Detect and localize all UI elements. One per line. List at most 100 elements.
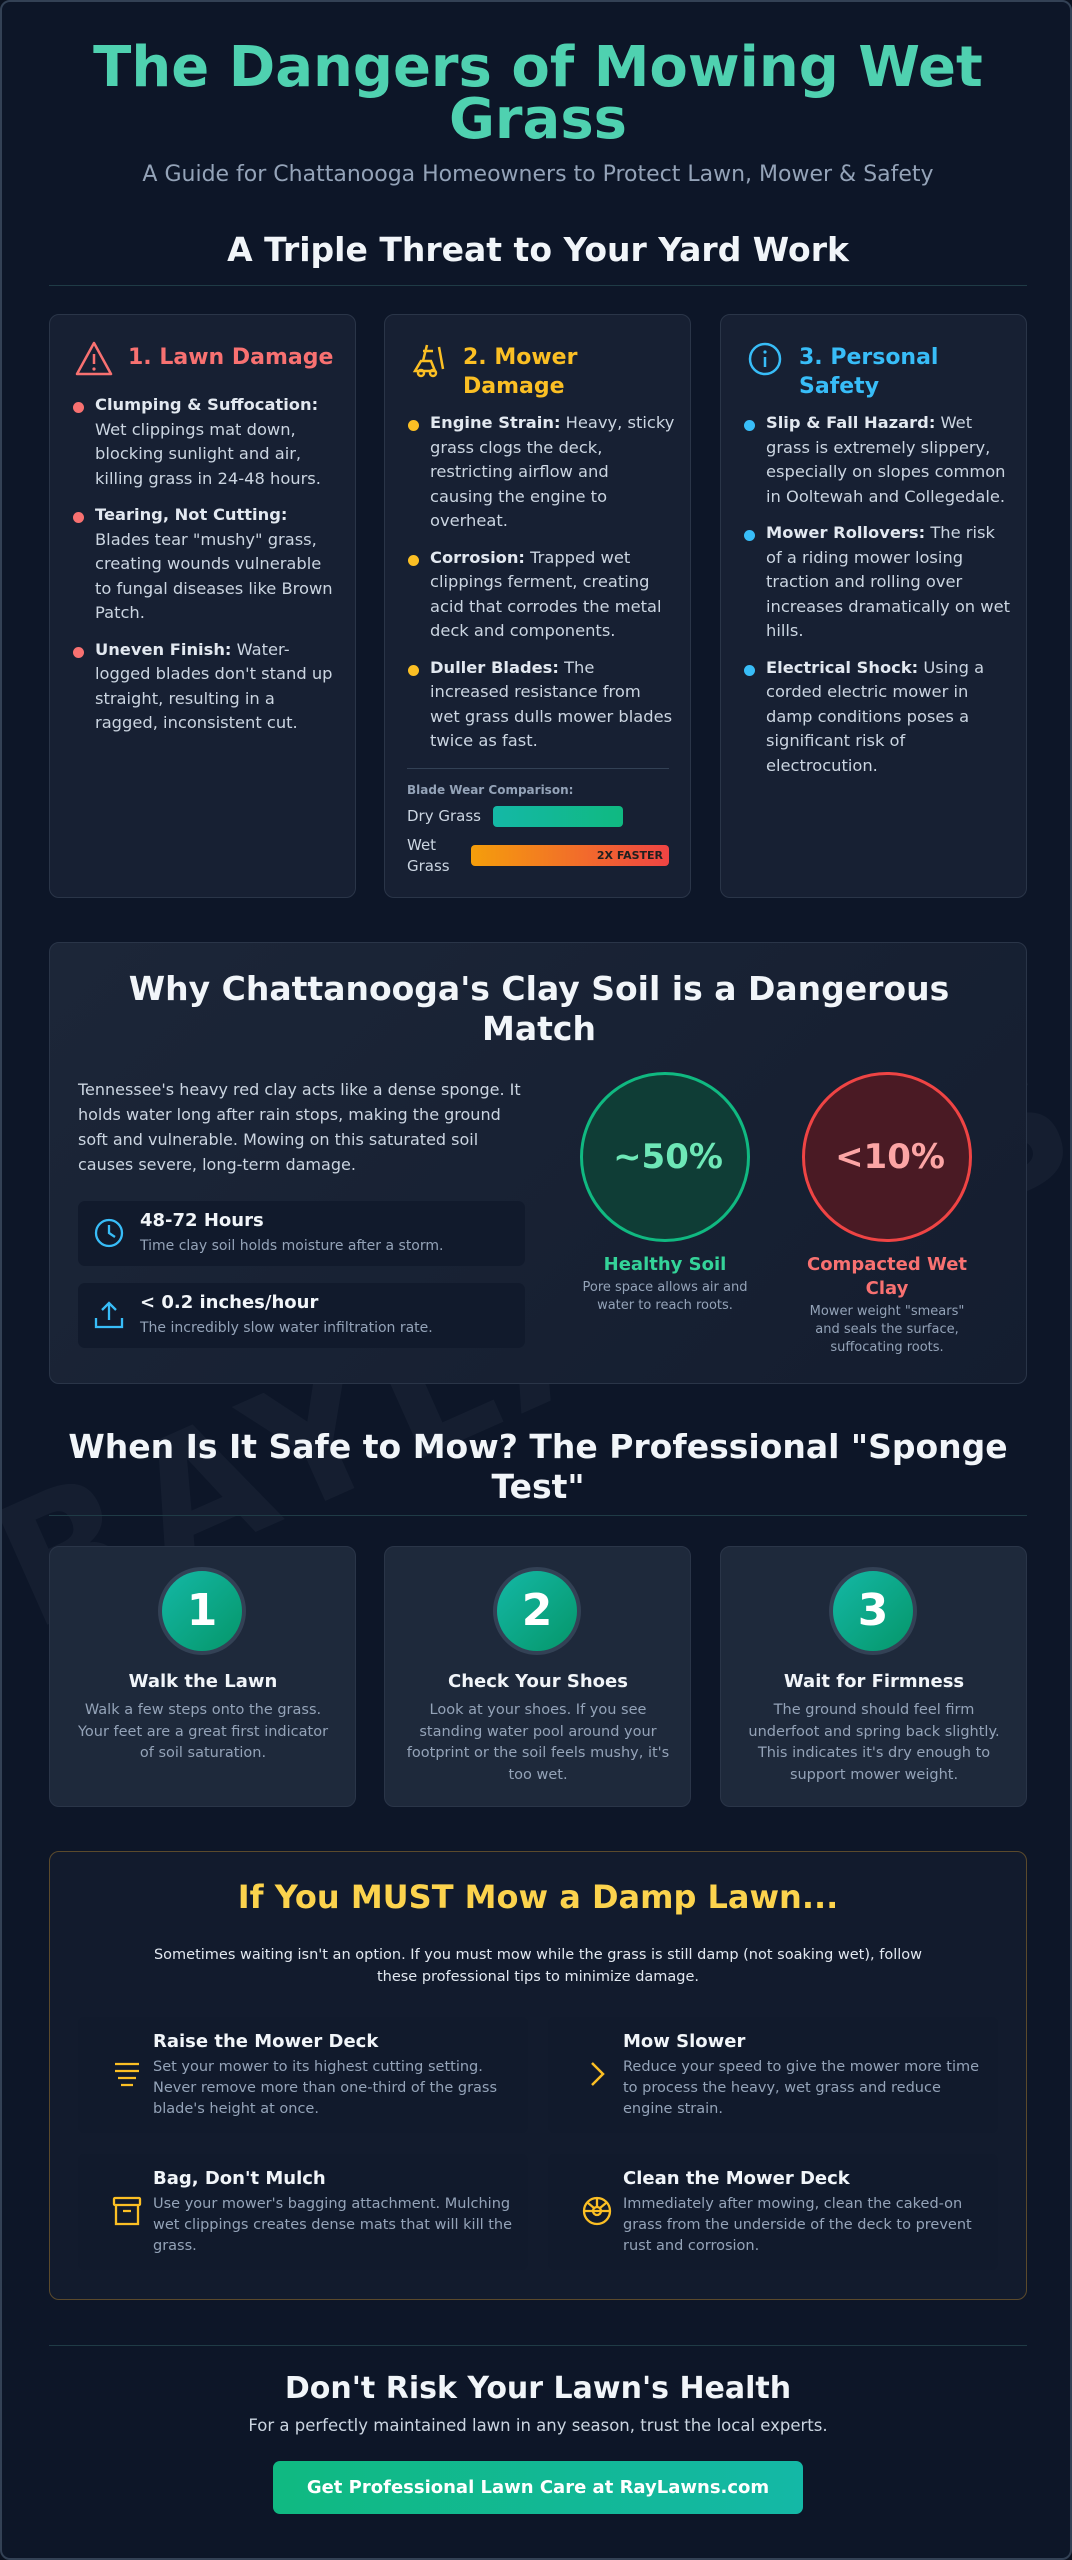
fact-title: < 0.2 inches/hour bbox=[140, 1292, 319, 1313]
item-text: Water-logged blades don't stand up strai… bbox=[95, 639, 333, 733]
fact-box: 48-72 Hours Time clay soil holds moisture… bbox=[78, 1201, 525, 1266]
list-item: Corrosion: Trapped wet clippings ferment… bbox=[408, 546, 675, 644]
threat-card: 1. Lawn Damage Clumping & Suffocation: We… bbox=[49, 314, 356, 898]
fact-icon-svg bbox=[94, 1301, 124, 1329]
card-title: 3. Personal Safety bbox=[799, 345, 939, 399]
tip-title: Clean the Mower Deck bbox=[623, 2168, 850, 2189]
section-heading: When Is It Safe to Mow? The Professional… bbox=[68, 1427, 1008, 1506]
item-text: Using a corded electric mower in damp co… bbox=[766, 657, 985, 775]
wet-label: Wet Grass bbox=[407, 836, 450, 875]
item-text: Wet grass is extremely slippery, especia… bbox=[766, 413, 1006, 506]
step-number: 1 bbox=[158, 1567, 246, 1655]
list-item: Engine Strain: Heavy, sticky grass clogs… bbox=[408, 411, 675, 534]
divider bbox=[49, 1515, 1027, 1516]
damp-heading: If You MUST Mow a Damp Lawn... bbox=[237, 1878, 839, 1916]
tip-text: Use your mower's bagging attachment. Mul… bbox=[153, 2196, 513, 2254]
item-list: Clumping & Suffocation: Wet clippings ma… bbox=[73, 393, 340, 748]
soil-section: Why Chattanooga's Clay Soil is a Dangero… bbox=[49, 942, 1027, 1384]
tip-text: Set your mower to its highest cutting se… bbox=[153, 2059, 498, 2117]
bullet bbox=[744, 420, 755, 431]
bullet bbox=[408, 554, 419, 566]
fact-icon bbox=[92, 1216, 126, 1254]
threat-card: 3. Personal Safety Slip & Fall Hazard: We… bbox=[720, 314, 1027, 898]
item-list: Engine Strain: Heavy, sticky grass clogs… bbox=[408, 411, 675, 766]
item-label: Mower Rollovers: bbox=[766, 523, 926, 542]
divider bbox=[49, 2345, 1027, 2346]
dry-label: Dry Grass bbox=[407, 807, 481, 825]
list-item: Electrical Shock: Using a corded electri… bbox=[744, 656, 1011, 779]
step-text: Walk a few steps onto the grass. Your fe… bbox=[77, 1702, 329, 1761]
fact-text: Time clay soil holds moisture after a st… bbox=[140, 1238, 444, 1254]
item-text: The risk of a riding mower losing tracti… bbox=[766, 523, 1010, 640]
tip-text: Reduce your speed to give the mower more… bbox=[623, 2059, 980, 2117]
tip-icon-svg bbox=[112, 2196, 142, 2226]
step-number: 2 bbox=[493, 1567, 581, 1655]
wet-bar: 2X FASTER bbox=[471, 845, 669, 866]
item-list: Slip & Fall Hazard: Wet grass is extreme… bbox=[744, 411, 1011, 790]
soil-circle: ~50% bbox=[580, 1072, 750, 1242]
item-label: Corrosion: bbox=[430, 547, 525, 567]
item-text: Heavy, sticky grass clogs the deck, rest… bbox=[430, 413, 675, 530]
footer-heading: Don't Risk Your Lawn's Health bbox=[284, 2371, 792, 2406]
section-heading: A Triple Threat to Your Yard Work bbox=[227, 230, 849, 269]
tip-icon-svg bbox=[582, 2196, 612, 2226]
tip-title: Bag, Don't Mulch bbox=[153, 2168, 326, 2189]
card-icon-svg bbox=[75, 341, 113, 376]
dry-bar bbox=[493, 806, 623, 827]
item-text: Trapped wet clippings ferment, creating … bbox=[430, 547, 662, 641]
soil-heading: Why Chattanooga's Clay Soil is a Dangero… bbox=[128, 969, 950, 1048]
tip-icon-svg bbox=[591, 2062, 605, 2086]
step-card: 1 Walk the Lawn Walk a few steps onto the … bbox=[49, 1546, 356, 1807]
wet-badge: 2X FASTER bbox=[596, 849, 663, 862]
card-icon bbox=[74, 339, 114, 383]
fact-box: < 0.2 inches/hour The incredibly slow wat… bbox=[78, 1283, 525, 1348]
soil-circle: <10% bbox=[802, 1072, 972, 1242]
step-card: 2 Check Your Shoes Look at your shoes. If … bbox=[384, 1546, 691, 1807]
damp-intro: Sometimes waiting isn't an option. If yo… bbox=[153, 1947, 923, 1985]
item-text: Blades tear "mushy" grass, creating woun… bbox=[95, 529, 333, 623]
blade-heading: Blade Wear Comparison: bbox=[407, 783, 574, 797]
circle-label: Healthy Soil bbox=[603, 1254, 727, 1275]
fact-title: 48-72 Hours bbox=[140, 1210, 264, 1231]
bullet bbox=[744, 664, 755, 676]
threat-card: 2. Mower Damage Engine Strain: Heavy, sti… bbox=[384, 314, 691, 898]
step-title: Check Your Shoes bbox=[448, 1671, 628, 1692]
fact-icon-svg bbox=[94, 1218, 124, 1248]
circle-value: ~50% bbox=[613, 1137, 723, 1177]
card-icon bbox=[409, 339, 449, 383]
list-item: Slip & Fall Hazard: Wet grass is extreme… bbox=[744, 411, 1011, 509]
item-label: Tearing, Not Cutting: bbox=[95, 505, 288, 524]
list-item: Clumping & Suffocation: Wet clippings ma… bbox=[73, 393, 340, 491]
damp-section: If You MUST Mow a Damp Lawn... Sometimes … bbox=[49, 1851, 1027, 2300]
list-item: Uneven Finish: Water-logged blades don't… bbox=[73, 638, 340, 736]
bullet bbox=[73, 402, 84, 413]
cta-button[interactable]: Get Professional Lawn Care at RayLawns.c… bbox=[273, 2461, 803, 2514]
item-label: Duller Blades: bbox=[430, 657, 559, 677]
step-text: Look at your shoes. If you see standing … bbox=[406, 1702, 670, 1783]
card-icon bbox=[745, 339, 785, 383]
bullet bbox=[73, 646, 84, 658]
circle-text: Pore space allows air and water to reach… bbox=[582, 1280, 748, 1313]
item-label: Slip & Fall Hazard: bbox=[766, 413, 936, 432]
step-title: Wait for Firmness bbox=[783, 1671, 965, 1692]
title: The Dangers of Mowing Wet Grass bbox=[93, 35, 983, 152]
circle-text: Mower weight "smears" and seals the surf… bbox=[809, 1304, 965, 1355]
circle-label: Compacted Wet Clay bbox=[806, 1254, 968, 1299]
divider bbox=[407, 768, 669, 769]
tip-card: Bag, Don't Mulch Use your mower's bagging… bbox=[78, 2154, 528, 2270]
fact-icon bbox=[92, 1298, 126, 1336]
list-item: Tearing, Not Cutting: Blades tear "mushy… bbox=[73, 503, 340, 626]
item-text: The increased resistance from wet grass … bbox=[430, 657, 673, 751]
bullet bbox=[408, 420, 419, 431]
step-number: 3 bbox=[829, 1567, 917, 1655]
fact-text: The incredibly slow water infiltration r… bbox=[140, 1320, 433, 1336]
item-label: Clumping & Suffocation: bbox=[95, 395, 319, 414]
tip-card: Clean the Mower Deck Immediately after mo… bbox=[548, 2154, 998, 2270]
item-label: Engine Strain: bbox=[430, 413, 561, 432]
card-icon-svg bbox=[748, 342, 782, 376]
item-label: Electrical Shock: bbox=[766, 657, 919, 677]
bullet bbox=[73, 512, 84, 523]
tip-card: Raise the Mower Deck Set your mower to it… bbox=[78, 2017, 528, 2133]
bullet bbox=[744, 530, 755, 541]
